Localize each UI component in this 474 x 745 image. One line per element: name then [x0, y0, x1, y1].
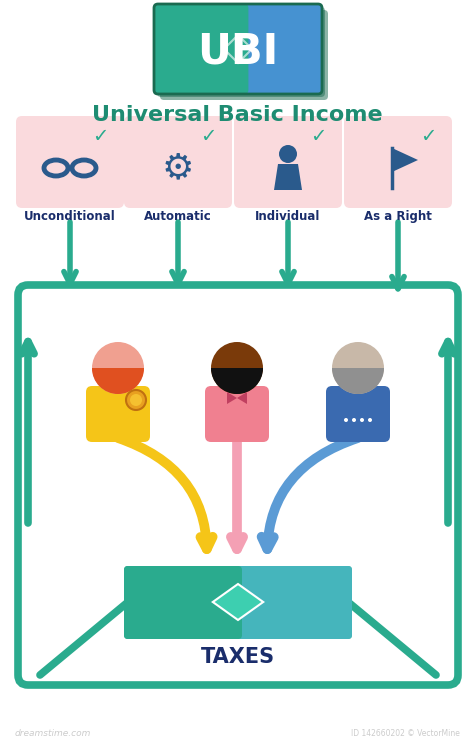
Text: UBI: UBI [197, 30, 279, 72]
Wedge shape [332, 368, 384, 394]
Circle shape [344, 418, 348, 422]
FancyBboxPatch shape [154, 4, 248, 94]
Polygon shape [227, 392, 237, 404]
Text: ID 142660202 © VectorMine: ID 142660202 © VectorMine [351, 729, 460, 738]
FancyBboxPatch shape [86, 386, 150, 442]
FancyBboxPatch shape [124, 566, 352, 639]
Circle shape [211, 342, 263, 394]
Circle shape [368, 418, 372, 422]
Circle shape [352, 418, 356, 422]
FancyBboxPatch shape [124, 116, 232, 208]
Text: ✓: ✓ [200, 127, 216, 145]
Circle shape [360, 418, 364, 422]
Text: dreamstime.com: dreamstime.com [15, 729, 91, 738]
Text: TAXES: TAXES [201, 647, 275, 667]
Polygon shape [213, 584, 263, 620]
Text: Unconditional: Unconditional [24, 210, 116, 223]
Wedge shape [92, 368, 144, 394]
Text: Automatic: Automatic [144, 210, 212, 223]
FancyBboxPatch shape [326, 386, 390, 442]
FancyBboxPatch shape [205, 386, 269, 442]
Circle shape [332, 342, 384, 394]
Text: As a Right: As a Right [364, 210, 432, 223]
Circle shape [279, 145, 297, 163]
FancyBboxPatch shape [16, 116, 124, 208]
FancyBboxPatch shape [344, 116, 452, 208]
Circle shape [126, 390, 146, 410]
Text: ✓: ✓ [420, 127, 436, 145]
FancyBboxPatch shape [237, 4, 322, 94]
Circle shape [92, 342, 144, 394]
Text: ✓: ✓ [92, 127, 108, 145]
Text: Individual: Individual [255, 210, 321, 223]
Wedge shape [211, 368, 263, 394]
Polygon shape [274, 164, 302, 190]
Text: ✓: ✓ [310, 127, 326, 145]
FancyBboxPatch shape [234, 116, 342, 208]
Polygon shape [237, 392, 247, 404]
FancyBboxPatch shape [124, 566, 242, 639]
Circle shape [130, 394, 142, 406]
FancyBboxPatch shape [223, 566, 352, 639]
FancyBboxPatch shape [154, 4, 322, 94]
Text: ⚙: ⚙ [162, 151, 194, 185]
Text: Universal Basic Income: Universal Basic Income [91, 105, 383, 125]
FancyBboxPatch shape [160, 10, 328, 100]
Polygon shape [392, 148, 418, 172]
FancyBboxPatch shape [157, 7, 325, 97]
